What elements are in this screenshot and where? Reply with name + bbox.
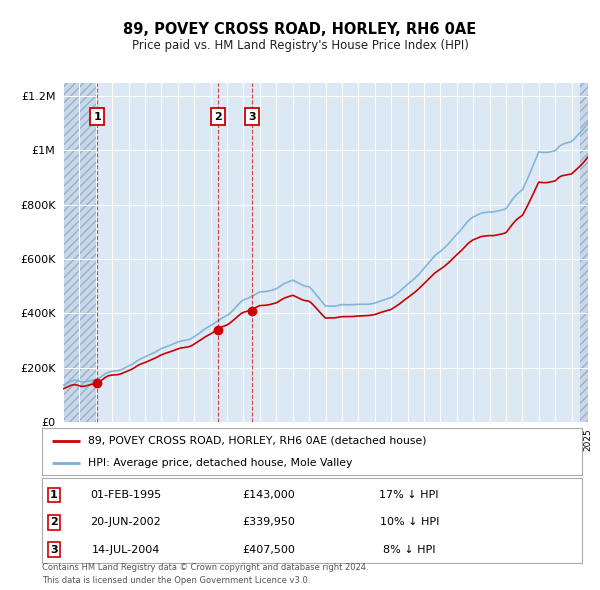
Text: 3: 3 (248, 112, 256, 122)
Text: 89, POVEY CROSS ROAD, HORLEY, RH6 0AE (detached house): 89, POVEY CROSS ROAD, HORLEY, RH6 0AE (d… (88, 436, 427, 446)
Bar (63, 83, 97, 422)
Text: 1: 1 (50, 490, 58, 500)
Text: 01-FEB-1995: 01-FEB-1995 (90, 490, 161, 500)
Text: £143,000: £143,000 (242, 490, 295, 500)
Bar (580, 83, 588, 422)
Text: 1: 1 (94, 112, 101, 122)
Text: 2: 2 (214, 112, 222, 122)
Text: 2: 2 (50, 517, 58, 527)
Text: 17% ↓ HPI: 17% ↓ HPI (379, 490, 439, 500)
Text: £339,950: £339,950 (242, 517, 295, 527)
Text: Contains HM Land Registry data © Crown copyright and database right 2024.: Contains HM Land Registry data © Crown c… (42, 563, 368, 572)
Text: This data is licensed under the Open Government Licence v3.0.: This data is licensed under the Open Gov… (42, 576, 310, 585)
Text: £407,500: £407,500 (242, 545, 295, 555)
Text: 14-JUL-2004: 14-JUL-2004 (92, 545, 160, 555)
Text: 10% ↓ HPI: 10% ↓ HPI (380, 517, 439, 527)
Text: 8% ↓ HPI: 8% ↓ HPI (383, 545, 436, 555)
Text: HPI: Average price, detached house, Mole Valley: HPI: Average price, detached house, Mole… (88, 458, 352, 468)
Text: Price paid vs. HM Land Registry's House Price Index (HPI): Price paid vs. HM Land Registry's House … (131, 39, 469, 52)
Text: 3: 3 (50, 545, 58, 555)
Text: 20-JUN-2002: 20-JUN-2002 (91, 517, 161, 527)
Text: 89, POVEY CROSS ROAD, HORLEY, RH6 0AE: 89, POVEY CROSS ROAD, HORLEY, RH6 0AE (124, 22, 476, 37)
